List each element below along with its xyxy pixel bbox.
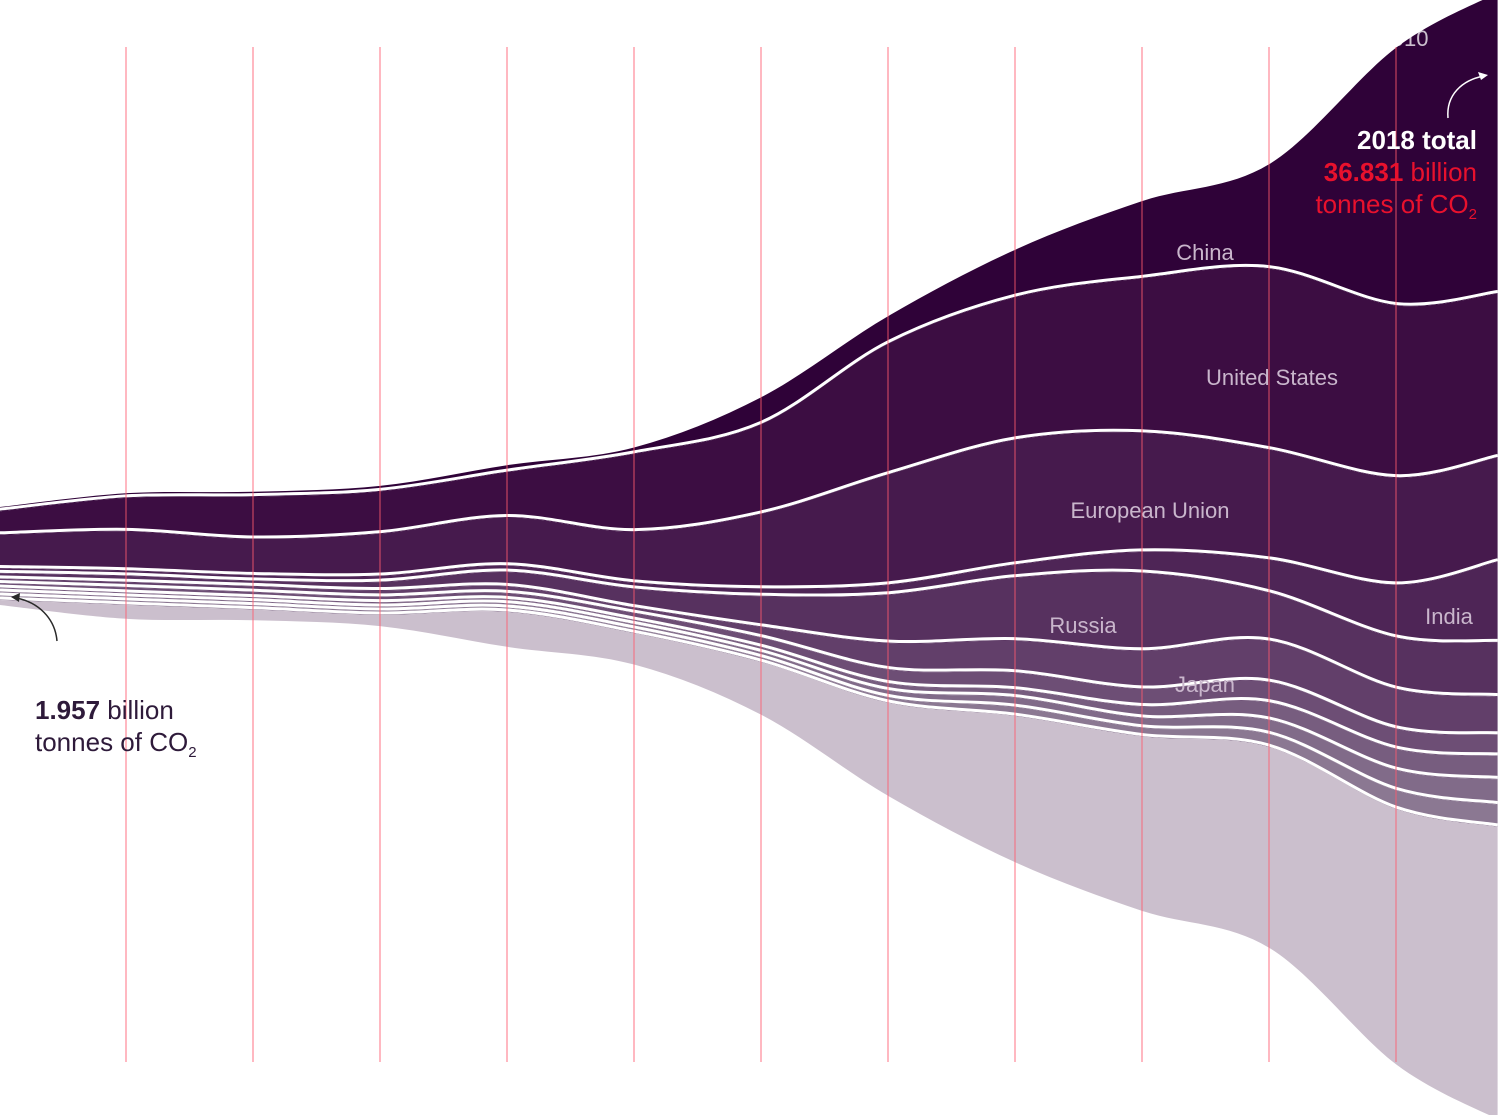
tick-label: 1930 — [364, 26, 413, 51]
total-2018-annotation: 2018 total 36.831 billion tonnes of CO2 — [1315, 124, 1478, 223]
tick-label: 1970 — [872, 26, 921, 51]
stream-layer-china — [0, 0, 1498, 512]
tick-label: 2010 — [1380, 26, 1429, 51]
series-label: European Union — [1070, 498, 1229, 523]
series-label: Russia — [1049, 613, 1117, 638]
total-1900-annotation: 1.957 billion tonnes of CO2 — [35, 694, 197, 761]
total-1900-value: 1.957 — [35, 695, 101, 725]
series-label: India — [1425, 604, 1473, 629]
tick-label: 1940 — [491, 26, 540, 51]
start-arrow-head-icon — [11, 593, 20, 602]
end-arrow-icon — [1447, 75, 1485, 119]
start-arrow-icon — [15, 597, 58, 642]
stream-layer-other-10 — [0, 599, 1498, 1115]
total-2018-value: 36.831 — [1323, 157, 1404, 187]
unit-text: billion — [1403, 157, 1478, 187]
stream-layer-japan — [0, 578, 1498, 735]
stream-layer-united-states — [0, 267, 1498, 540]
annotation-title: 2018 total — [1357, 125, 1477, 155]
tick-label: 1990 — [1126, 26, 1175, 51]
tick-label: 1920 — [237, 26, 286, 51]
unit-text: billion — [100, 695, 174, 725]
series-label: China — [1176, 240, 1234, 265]
end-arrow-head-icon — [1478, 72, 1488, 80]
series-labels: China United States European Union India Rus… — [1049, 240, 1473, 697]
tick-label: 1960 — [745, 26, 794, 51]
unit-subscript: 2 — [188, 744, 197, 761]
unit-subscript: 2 — [1468, 206, 1477, 223]
unit-text: tonnes of CO — [1315, 189, 1469, 219]
stream-layer-russia — [0, 571, 1498, 697]
year-gridlines: 1910 1920 1930 1940 1950 1960 1970 1980 1990 2000… — [110, 26, 1429, 1062]
series-label: Japan — [1175, 672, 1235, 697]
tick-label: 1910 — [110, 26, 159, 51]
series-label: United States — [1206, 365, 1338, 390]
tick-label: 2000 — [1253, 26, 1302, 51]
tick-label: 1980 — [999, 26, 1048, 51]
tick-label: 1950 — [618, 26, 667, 51]
unit-text: tonnes of CO — [35, 727, 189, 757]
